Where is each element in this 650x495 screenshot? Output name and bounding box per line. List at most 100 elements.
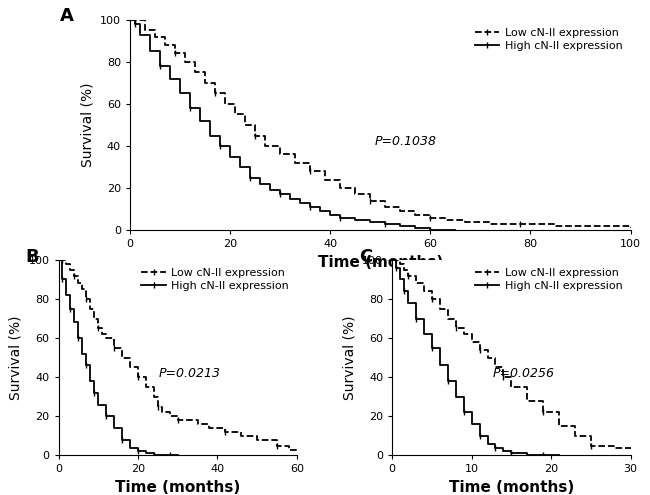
Low cN-II expression [499, 374, 507, 380]
Low cN-II expression [285, 446, 292, 452]
High cN-II expression [452, 394, 460, 400]
Low cN-II expression [211, 91, 219, 97]
High cN-II expression [158, 452, 166, 458]
Low cN-II expression [231, 111, 239, 117]
Low cN-II expression [491, 364, 499, 370]
High cN-II expression [83, 362, 90, 368]
Text: B: B [25, 248, 39, 266]
High cN-II expression [111, 425, 118, 431]
High cN-II expression [476, 433, 484, 439]
Low cN-II expression [174, 417, 181, 423]
High cN-II expression [86, 378, 94, 384]
Line: Low cN-II expression: Low cN-II expression [130, 20, 630, 228]
High cN-II expression [126, 17, 134, 23]
High cN-II expression [94, 401, 102, 407]
High cN-II expression [460, 409, 467, 415]
Text: C: C [359, 248, 372, 266]
High cN-II expression [436, 362, 444, 368]
Low cN-II expression [150, 394, 158, 400]
High cN-II expression [555, 452, 563, 458]
High cN-II expression [176, 91, 184, 97]
High cN-II expression [484, 441, 491, 446]
High cN-II expression [66, 306, 74, 312]
Low cN-II expression [420, 288, 428, 294]
Y-axis label: Survival (%): Survival (%) [9, 315, 23, 400]
High cN-II expression [411, 225, 419, 231]
Low cN-II expression [444, 316, 452, 322]
Text: P=0.1038: P=0.1038 [374, 135, 436, 148]
Low cN-II expression [462, 219, 469, 225]
Low cN-II expression [237, 433, 245, 439]
Low cN-II expression [382, 204, 389, 210]
Low cN-II expression [151, 34, 159, 40]
High cN-II expression [256, 181, 264, 187]
Low cN-II expression [254, 437, 261, 443]
High cN-II expression [266, 187, 274, 193]
Low cN-II expression [586, 223, 594, 229]
Low cN-II expression [194, 421, 202, 427]
High cN-II expression [388, 257, 396, 263]
Low cN-II expression [79, 286, 86, 292]
Low cN-II expression [392, 257, 400, 263]
Low cN-II expression [205, 425, 213, 431]
High cN-II expression [276, 192, 284, 198]
Low cN-II expression [411, 212, 419, 218]
Low cN-II expression [396, 208, 404, 214]
Low cN-II expression [540, 409, 547, 415]
High cN-II expression [428, 345, 436, 351]
Low cN-II expression [388, 257, 396, 263]
High cN-II expression [396, 276, 404, 282]
High cN-II expression [246, 175, 254, 181]
Low cN-II expression [75, 280, 83, 286]
High cN-II expression [367, 219, 374, 225]
Low cN-II expression [412, 280, 420, 286]
Low cN-II expression [142, 384, 150, 390]
Low cN-II expression [426, 215, 434, 221]
Text: A: A [60, 7, 74, 25]
High cN-II expression [55, 257, 62, 263]
High cN-II expression [196, 118, 204, 124]
Low cN-II expression [158, 409, 166, 415]
High cN-II expression [491, 445, 499, 450]
Low cN-II expression [460, 331, 467, 337]
High cN-II expression [226, 153, 234, 159]
Low cN-II expression [400, 267, 408, 273]
Low cN-II expression [523, 397, 531, 403]
High cN-II expression [206, 133, 214, 139]
High cN-II expression [499, 448, 507, 454]
High cN-II expression [136, 32, 144, 38]
Low cN-II expression [221, 101, 229, 107]
Low cN-II expression [131, 17, 139, 23]
Line: High cN-II expression: High cN-II expression [130, 20, 455, 230]
Low cN-II expression [58, 257, 66, 263]
High cN-II expression [451, 227, 459, 233]
High cN-II expression [75, 335, 83, 341]
Low cN-II expression [452, 325, 460, 331]
High cN-II expression [326, 212, 334, 218]
Low cN-II expression [508, 384, 515, 390]
High cN-II expression [174, 452, 181, 458]
Low cN-II expression [336, 185, 344, 191]
Low cN-II expression [367, 198, 374, 204]
X-axis label: Time (months): Time (months) [115, 480, 240, 495]
High cN-II expression [296, 200, 304, 206]
Text: P=0.0213: P=0.0213 [159, 367, 220, 380]
High cN-II expression [186, 105, 194, 111]
High cN-II expression [420, 331, 428, 337]
High cN-II expression [236, 164, 244, 170]
Low cN-II expression [181, 59, 189, 65]
High cN-II expression [142, 450, 150, 456]
Low cN-II expression [468, 339, 476, 345]
High cN-II expression [508, 450, 515, 456]
Low cN-II expression [202, 80, 209, 86]
Low cN-II expression [126, 17, 134, 23]
Low cN-II expression [94, 325, 102, 331]
Low cN-II expression [222, 429, 229, 435]
High cN-II expression [126, 445, 134, 450]
Low cN-II expression [276, 151, 284, 157]
Low cN-II expression [396, 261, 404, 267]
High cN-II expression [426, 227, 434, 233]
High cN-II expression [540, 452, 547, 458]
High cN-II expression [166, 452, 174, 458]
High cN-II expression [62, 292, 70, 298]
